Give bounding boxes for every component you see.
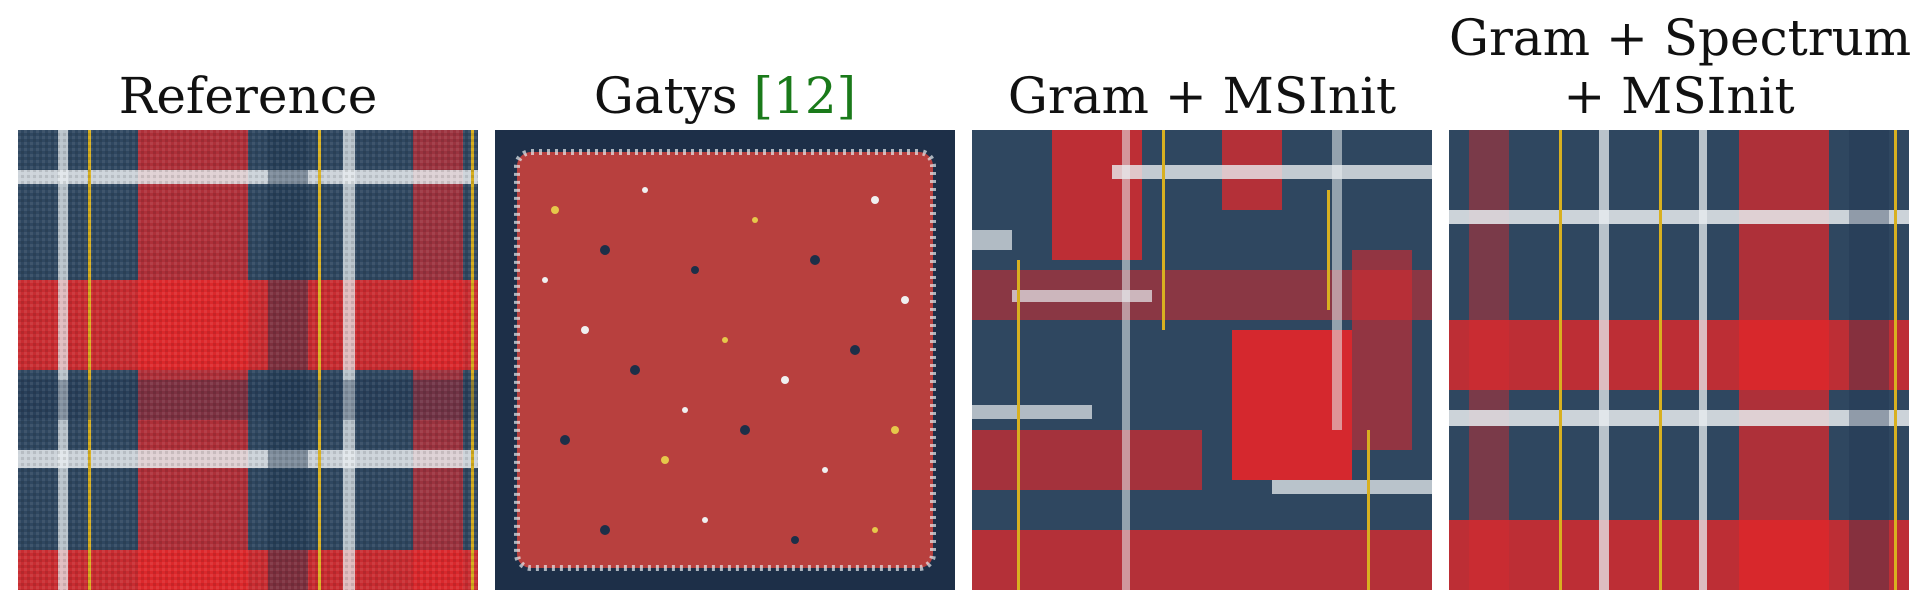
- caption-reference-text: Reference: [118, 67, 378, 125]
- caption-line-2: + MSInit: [1563, 67, 1795, 125]
- caption-gram-spectrum-msinit: Gram + Spectrum + MSInit: [1449, 9, 1912, 125]
- caption-gatys-text: Gatys: [593, 67, 754, 125]
- caption-reference: Reference: [18, 67, 478, 125]
- image-reference: [18, 130, 478, 590]
- citation-close: ]: [836, 67, 857, 125]
- image-gatys: [495, 130, 955, 590]
- citation-open: [: [753, 67, 774, 125]
- caption-gram-msinit: Gram + MSInit: [972, 67, 1432, 125]
- image-gram-msinit: [972, 130, 1432, 590]
- plaid-gram-msinit: [972, 130, 1432, 590]
- texture-gatys: [495, 130, 955, 590]
- speckles-gatys: [542, 187, 909, 544]
- caption-line-1: Gram + Spectrum: [1449, 9, 1912, 67]
- citation-number: 12: [773, 67, 837, 125]
- plaid-gram-spectrum-msinit: [1449, 130, 1909, 590]
- plaid-reference: [18, 130, 478, 590]
- caption-gatys: Gatys [12]: [495, 67, 955, 125]
- caption-gram-msinit-text: Gram + MSInit: [1007, 67, 1397, 125]
- image-gram-spectrum-msinit: [1449, 130, 1909, 590]
